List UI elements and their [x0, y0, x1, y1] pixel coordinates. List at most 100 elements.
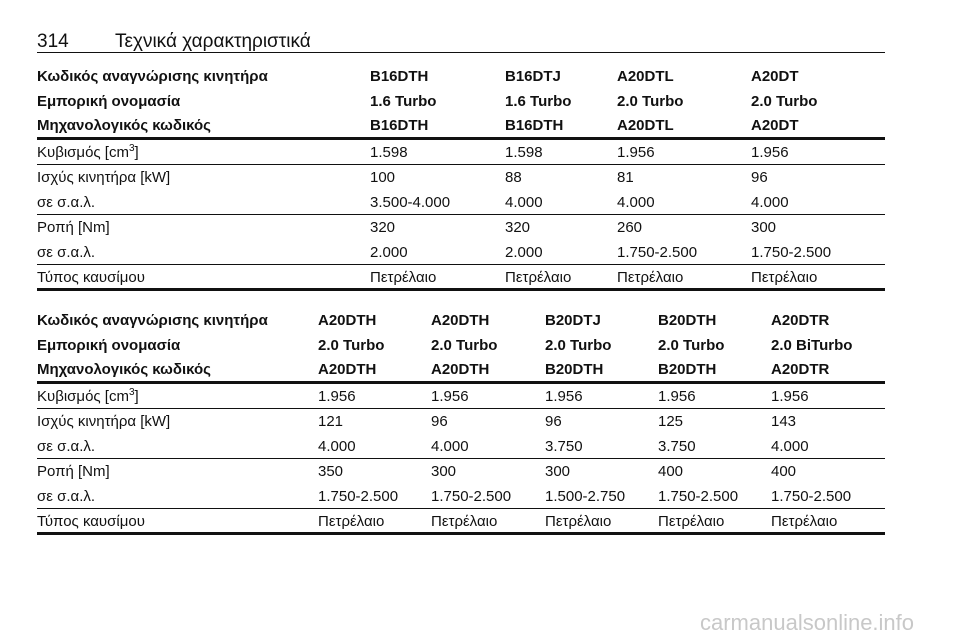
table-cell: 1.956 [431, 387, 469, 405]
table-cell: 1.956 [545, 387, 583, 405]
header-rule [37, 52, 885, 53]
table-cell: 4.000 [505, 193, 543, 211]
table-cell: 125 [658, 413, 684, 430]
table-rule [37, 507, 885, 509]
table-cell: 1.750-2.500 [431, 487, 512, 505]
table-cell: Πετρέλαιο [318, 513, 385, 530]
table-cell: 3.500-4.000 [370, 193, 451, 211]
table-cell: 96 [545, 413, 562, 430]
table-cell: 1.750-2.500 [751, 243, 832, 261]
table-cell: Κωδικός αναγνώρισης κινητήρα [37, 68, 268, 85]
table-cell: 1.956 [751, 143, 789, 161]
text-part: ] [134, 143, 139, 161]
table-cell: Μηχανολογικός κωδικός [37, 117, 211, 134]
table-rule [37, 288, 885, 291]
table-cell: A20DTH [431, 361, 490, 378]
table-rule [37, 163, 885, 165]
table-cell: Τύπος καυσίμου [37, 269, 145, 286]
table-cell: Πετρέλαιο [658, 513, 725, 530]
table-cell: σε σ.α.λ. [37, 193, 96, 211]
table-cell: 3.750 [658, 437, 696, 455]
table-cell: A20DTL [617, 117, 674, 134]
watermark: carmanualsonline.info [700, 610, 915, 635]
table-cell: A20DT [751, 68, 799, 85]
table-cell: Πετρέλαιο [505, 269, 572, 286]
table-cell: 1.750-2.500 [318, 487, 399, 505]
table-cell: 1.956 [318, 387, 356, 405]
table-cell: 88 [505, 169, 522, 186]
table-cell: 400 [771, 463, 797, 480]
table-cell: 121 [318, 413, 344, 430]
table-cell: B20DTJ [545, 312, 601, 329]
table-cell: B16DTH [370, 68, 429, 85]
table-cell: 2.0 Turbo [431, 336, 498, 354]
table-rule [37, 457, 885, 459]
table-cell: 1.750-2.500 [617, 243, 698, 261]
table-cell: Πετρέλαιο [751, 269, 818, 286]
table-cell: 2.000 [505, 243, 543, 261]
table-cell: 96 [431, 413, 448, 430]
table-cell: A20DTH [318, 312, 377, 329]
table-cell: 1.750-2.500 [658, 487, 739, 505]
table-cell: 2.0 Turbo [318, 336, 385, 354]
table-cell: A20DTR [771, 312, 830, 329]
table-cell: B16DTH [505, 117, 564, 134]
table-cell: 300 [431, 463, 457, 480]
table-cell: B20DTH [545, 361, 604, 378]
table-cell: Μηχανολογικός κωδικός [37, 361, 211, 378]
table-cell: 1.598 [505, 143, 543, 161]
table-cell: 2.0 Turbo [658, 336, 725, 354]
table-rule [37, 137, 885, 140]
table-cell: Κυβισμός [cm3] [37, 142, 139, 162]
table-cell: 4.000 [318, 437, 356, 455]
table-cell: Κωδικός αναγνώρισης κινητήρα [37, 312, 268, 329]
table-cell: B16DTH [370, 117, 429, 134]
table-cell: 1.956 [771, 387, 809, 405]
table-cell: 2.0 Turbo [545, 336, 612, 354]
text-part: 3 [128, 142, 135, 154]
table-cell: 4.000 [751, 193, 789, 211]
text-part: ] [134, 387, 139, 405]
table-cell: 1.750-2.500 [771, 487, 852, 505]
table-cell: 2.0 Turbo [617, 92, 684, 110]
table-cell: Ροπή [Nm] [37, 463, 110, 480]
table-cell: σε σ.α.λ. [37, 487, 96, 505]
table-cell: Εμπορική ονομασία [37, 92, 181, 110]
table-cell: Πετρέλαιο [431, 513, 498, 530]
table-cell: 300 [751, 219, 777, 236]
table-cell: A20DTH [431, 312, 490, 329]
table-cell: Ροπή [Nm] [37, 219, 110, 236]
table-cell: σε σ.α.λ. [37, 437, 96, 455]
table-cell: 300 [545, 463, 571, 480]
table-cell: 400 [658, 463, 684, 480]
table-cell: 2.0 Turbo [751, 92, 818, 110]
table-cell: 4.000 [617, 193, 655, 211]
table-cell: 1.500-2.750 [545, 487, 626, 505]
table-cell: Κυβισμός [cm3] [37, 387, 139, 406]
table-cell: B20DTH [658, 312, 717, 329]
table-cell: Πετρέλαιο [771, 513, 838, 530]
table-cell: 2.0 BiTurbo [771, 336, 853, 354]
table-cell: 3.750 [545, 437, 583, 455]
table-cell: Ισχύς κινητήρα [kW] [37, 169, 171, 186]
table-cell: Πετρέλαιο [370, 269, 437, 286]
table-cell: A20DTH [318, 361, 377, 378]
table-cell: 320 [505, 219, 531, 236]
table-cell: Τύπος καυσίμου [37, 513, 145, 530]
page-title: Τεχνικά χαρακτηριστικά [115, 31, 311, 52]
table-cell: 320 [370, 219, 396, 236]
table-cell: 260 [617, 219, 643, 236]
table-cell: 1.6 Turbo [370, 92, 437, 110]
table-cell: 81 [617, 169, 634, 186]
table-cell: Πετρέλαιο [545, 513, 612, 530]
table-cell: Ισχύς κινητήρα [kW] [37, 413, 171, 430]
table-rule [37, 532, 885, 535]
table-cell: 143 [771, 413, 797, 430]
table-cell: 1.598 [370, 143, 408, 161]
table-cell: 350 [318, 463, 344, 480]
table-rule [37, 407, 885, 409]
table-cell: 96 [751, 169, 768, 186]
text-part: Κυβισμός [cm [37, 143, 129, 161]
table-cell: A20DTR [771, 361, 830, 378]
